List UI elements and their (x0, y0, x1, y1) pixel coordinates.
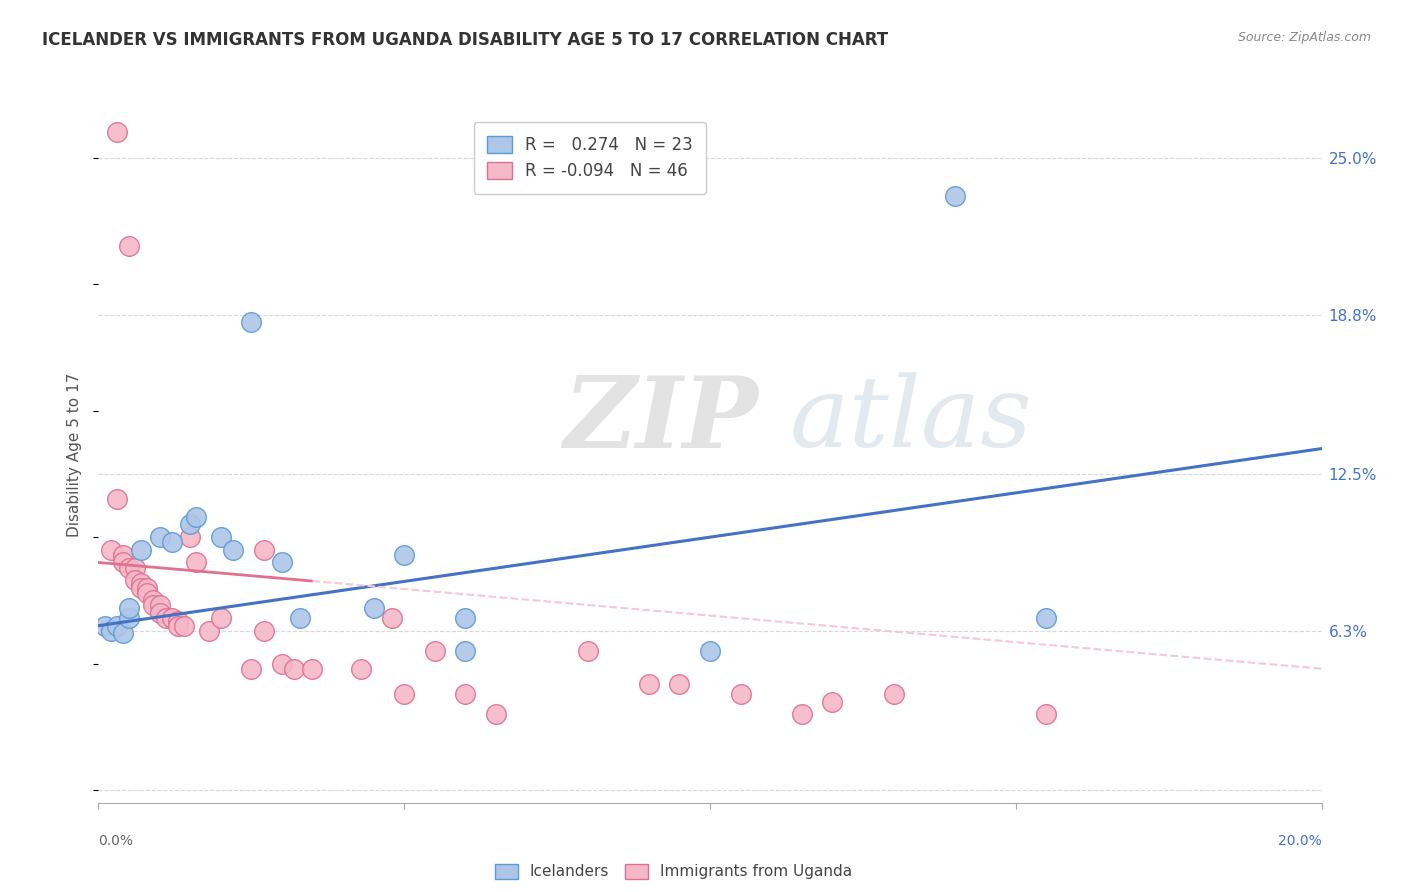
Point (179, 530, 201, 544)
Point (142, 593, 165, 607)
Point (301, 662, 323, 676)
Point (363, 601, 385, 615)
Point (821, 695, 844, 709)
Point (270, 556, 292, 570)
Point (883, 687, 905, 701)
Point (105, 125, 128, 139)
Point (160, 535, 183, 549)
Point (118, 560, 141, 574)
Point (240, 315, 263, 329)
Point (699, 644, 721, 658)
Text: atlas: atlas (790, 373, 1032, 467)
Point (136, 586, 159, 600)
Point (118, 239, 141, 253)
Text: 20.0%: 20.0% (1278, 834, 1322, 848)
Point (730, 687, 752, 701)
Point (240, 662, 263, 676)
Point (454, 644, 477, 658)
Point (111, 626, 134, 640)
Point (222, 542, 245, 557)
Point (100, 624, 122, 638)
Point (167, 614, 190, 628)
Point (209, 530, 232, 544)
Point (155, 611, 177, 625)
Point (129, 581, 152, 595)
Point (93, 618, 115, 632)
Point (186, 509, 208, 524)
Point (149, 606, 172, 620)
Point (142, 599, 165, 613)
Point (167, 618, 190, 632)
Point (129, 542, 152, 557)
Point (118, 601, 141, 615)
Point (290, 611, 312, 625)
Point (149, 599, 172, 613)
Point (423, 644, 446, 658)
Point (124, 560, 146, 574)
Point (179, 517, 201, 532)
Point (105, 618, 128, 632)
Point (392, 687, 416, 701)
Point (111, 548, 134, 562)
Point (129, 575, 152, 590)
Point (1035, 611, 1057, 625)
Point (381, 611, 404, 625)
Point (124, 573, 146, 587)
Point (136, 581, 159, 595)
Y-axis label: Disability Age 5 to 17: Disability Age 5 to 17 (67, 373, 83, 537)
Point (790, 707, 813, 722)
Point (149, 530, 172, 544)
Text: ZIP: ZIP (564, 372, 758, 468)
Point (118, 611, 141, 625)
Point (454, 611, 477, 625)
Point (1035, 707, 1057, 722)
Point (197, 624, 219, 638)
Point (160, 611, 183, 625)
Point (668, 677, 690, 691)
Point (392, 548, 416, 562)
Point (105, 492, 128, 507)
Point (111, 556, 134, 570)
Point (576, 644, 599, 658)
Point (270, 657, 292, 671)
Point (485, 707, 508, 722)
Text: ICELANDER VS IMMIGRANTS FROM UGANDA DISABILITY AGE 5 TO 17 CORRELATION CHART: ICELANDER VS IMMIGRANTS FROM UGANDA DISA… (42, 31, 889, 49)
Point (943, 188, 966, 202)
Point (350, 662, 373, 676)
Legend: Icelanders, Immigrants from Uganda: Icelanders, Immigrants from Uganda (489, 857, 858, 886)
Text: 0.0%: 0.0% (98, 834, 134, 848)
Text: Source: ZipAtlas.com: Source: ZipAtlas.com (1237, 31, 1371, 45)
Point (186, 556, 208, 570)
Point (283, 662, 305, 676)
Point (100, 542, 122, 557)
Point (252, 624, 274, 638)
Point (454, 687, 477, 701)
Point (252, 542, 274, 557)
Point (173, 618, 195, 632)
Point (637, 677, 661, 691)
Point (209, 611, 232, 625)
